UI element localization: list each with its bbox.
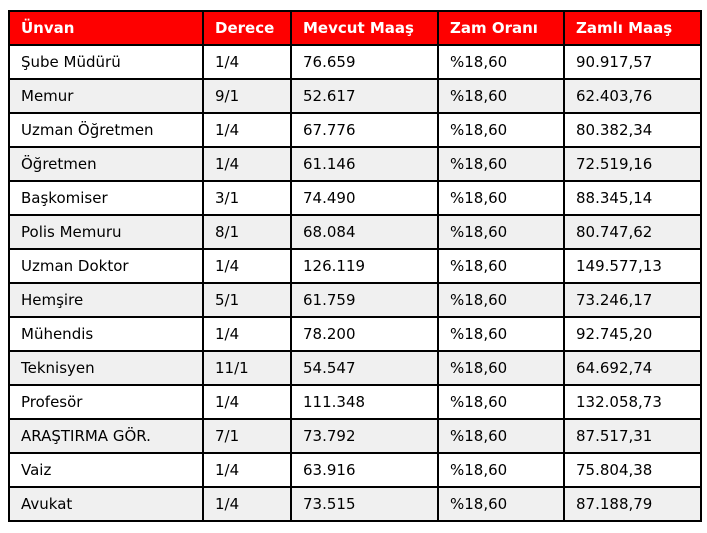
cell-zam-orani: %18,60 <box>437 112 565 148</box>
cell-unvan: Teknisyen <box>8 350 204 386</box>
cell-mevcut-maas: 76.659 <box>290 44 439 80</box>
cell-zam-orani: %18,60 <box>437 350 565 386</box>
header-zamli-maas: Zamlı Maaş <box>563 10 702 46</box>
cell-mevcut-maas: 68.084 <box>290 214 439 250</box>
table-row: Şube Müdürü 1/4 76.659 %18,60 90.917,57 <box>8 44 702 80</box>
header-row: Ünvan Derece Mevcut Maaş Zam Oranı Zamlı… <box>8 10 702 46</box>
cell-zamli-maas: 132.058,73 <box>563 384 702 420</box>
cell-zamli-maas: 64.692,74 <box>563 350 702 386</box>
cell-zam-orani: %18,60 <box>437 180 565 216</box>
cell-mevcut-maas: 54.547 <box>290 350 439 386</box>
cell-unvan: Başkomiser <box>8 180 204 216</box>
table-row: Uzman Doktor 1/4 126.119 %18,60 149.577,13 <box>8 248 702 284</box>
table-row: Öğretmen 1/4 61.146 %18,60 72.519,16 <box>8 146 702 182</box>
cell-unvan: Vaiz <box>8 452 204 488</box>
salary-table: Ünvan Derece Mevcut Maaş Zam Oranı Zamlı… <box>8 10 702 522</box>
cell-unvan: Mühendis <box>8 316 204 352</box>
header-mevcut-maas: Mevcut Maaş <box>290 10 439 46</box>
cell-zam-orani: %18,60 <box>437 452 565 488</box>
cell-mevcut-maas: 67.776 <box>290 112 439 148</box>
cell-unvan: Polis Memuru <box>8 214 204 250</box>
header-derece: Derece <box>202 10 292 46</box>
cell-mevcut-maas: 73.792 <box>290 418 439 454</box>
table-row: Uzman Öğretmen 1/4 67.776 %18,60 80.382,34 <box>8 112 702 148</box>
cell-zamli-maas: 72.519,16 <box>563 146 702 182</box>
cell-derece: 3/1 <box>202 180 292 216</box>
table-row: ARAŞTIRMA GÖR. 7/1 73.792 %18,60 87.517,31 <box>8 418 702 454</box>
cell-derece: 1/4 <box>202 44 292 80</box>
table-row: Polis Memuru 8/1 68.084 %18,60 80.747,62 <box>8 214 702 250</box>
cell-derece: 1/4 <box>202 316 292 352</box>
cell-zamli-maas: 88.345,14 <box>563 180 702 216</box>
cell-zam-orani: %18,60 <box>437 282 565 318</box>
cell-zamli-maas: 75.804,38 <box>563 452 702 488</box>
cell-derece: 1/4 <box>202 486 292 522</box>
cell-derece: 11/1 <box>202 350 292 386</box>
cell-derece: 8/1 <box>202 214 292 250</box>
cell-unvan: Avukat <box>8 486 204 522</box>
table-row: Hemşire 5/1 61.759 %18,60 73.246,17 <box>8 282 702 318</box>
table-row: Memur 9/1 52.617 %18,60 62.403,76 <box>8 78 702 114</box>
cell-mevcut-maas: 52.617 <box>290 78 439 114</box>
header-zam-orani: Zam Oranı <box>437 10 565 46</box>
cell-zam-orani: %18,60 <box>437 418 565 454</box>
table-row: Vaiz 1/4 63.916 %18,60 75.804,38 <box>8 452 702 488</box>
cell-mevcut-maas: 111.348 <box>290 384 439 420</box>
cell-mevcut-maas: 73.515 <box>290 486 439 522</box>
cell-zamli-maas: 90.917,57 <box>563 44 702 80</box>
cell-mevcut-maas: 74.490 <box>290 180 439 216</box>
cell-mevcut-maas: 78.200 <box>290 316 439 352</box>
cell-unvan: Profesör <box>8 384 204 420</box>
cell-zamli-maas: 92.745,20 <box>563 316 702 352</box>
cell-zam-orani: %18,60 <box>437 486 565 522</box>
cell-unvan: Şube Müdürü <box>8 44 204 80</box>
cell-unvan: Öğretmen <box>8 146 204 182</box>
table-row: Avukat 1/4 73.515 %18,60 87.188,79 <box>8 486 702 522</box>
table-row: Profesör 1/4 111.348 %18,60 132.058,73 <box>8 384 702 420</box>
cell-derece: 7/1 <box>202 418 292 454</box>
cell-zam-orani: %18,60 <box>437 384 565 420</box>
cell-zam-orani: %18,60 <box>437 316 565 352</box>
table-body: Şube Müdürü 1/4 76.659 %18,60 90.917,57 Memur… <box>8 44 702 522</box>
cell-zam-orani: %18,60 <box>437 44 565 80</box>
table-row: Başkomiser 3/1 74.490 %18,60 88.345,14 <box>8 180 702 216</box>
cell-derece: 5/1 <box>202 282 292 318</box>
cell-derece: 1/4 <box>202 146 292 182</box>
cell-zamli-maas: 149.577,13 <box>563 248 702 284</box>
cell-unvan: Uzman Öğretmen <box>8 112 204 148</box>
cell-derece: 1/4 <box>202 112 292 148</box>
cell-zam-orani: %18,60 <box>437 248 565 284</box>
cell-derece: 1/4 <box>202 384 292 420</box>
cell-unvan: Hemşire <box>8 282 204 318</box>
header-unvan: Ünvan <box>8 10 204 46</box>
cell-zamli-maas: 80.382,34 <box>563 112 702 148</box>
cell-zamli-maas: 87.188,79 <box>563 486 702 522</box>
cell-zam-orani: %18,60 <box>437 78 565 114</box>
cell-mevcut-maas: 61.759 <box>290 282 439 318</box>
cell-unvan: Memur <box>8 78 204 114</box>
cell-zamli-maas: 80.747,62 <box>563 214 702 250</box>
cell-unvan: Uzman Doktor <box>8 248 204 284</box>
table-row: Mühendis 1/4 78.200 %18,60 92.745,20 <box>8 316 702 352</box>
cell-unvan: ARAŞTIRMA GÖR. <box>8 418 204 454</box>
cell-zamli-maas: 62.403,76 <box>563 78 702 114</box>
cell-zam-orani: %18,60 <box>437 146 565 182</box>
cell-mevcut-maas: 61.146 <box>290 146 439 182</box>
cell-mevcut-maas: 63.916 <box>290 452 439 488</box>
table-row: Teknisyen 11/1 54.547 %18,60 64.692,74 <box>8 350 702 386</box>
cell-zamli-maas: 87.517,31 <box>563 418 702 454</box>
cell-mevcut-maas: 126.119 <box>290 248 439 284</box>
cell-derece: 1/4 <box>202 452 292 488</box>
cell-zam-orani: %18,60 <box>437 214 565 250</box>
cell-derece: 9/1 <box>202 78 292 114</box>
cell-derece: 1/4 <box>202 248 292 284</box>
cell-zamli-maas: 73.246,17 <box>563 282 702 318</box>
